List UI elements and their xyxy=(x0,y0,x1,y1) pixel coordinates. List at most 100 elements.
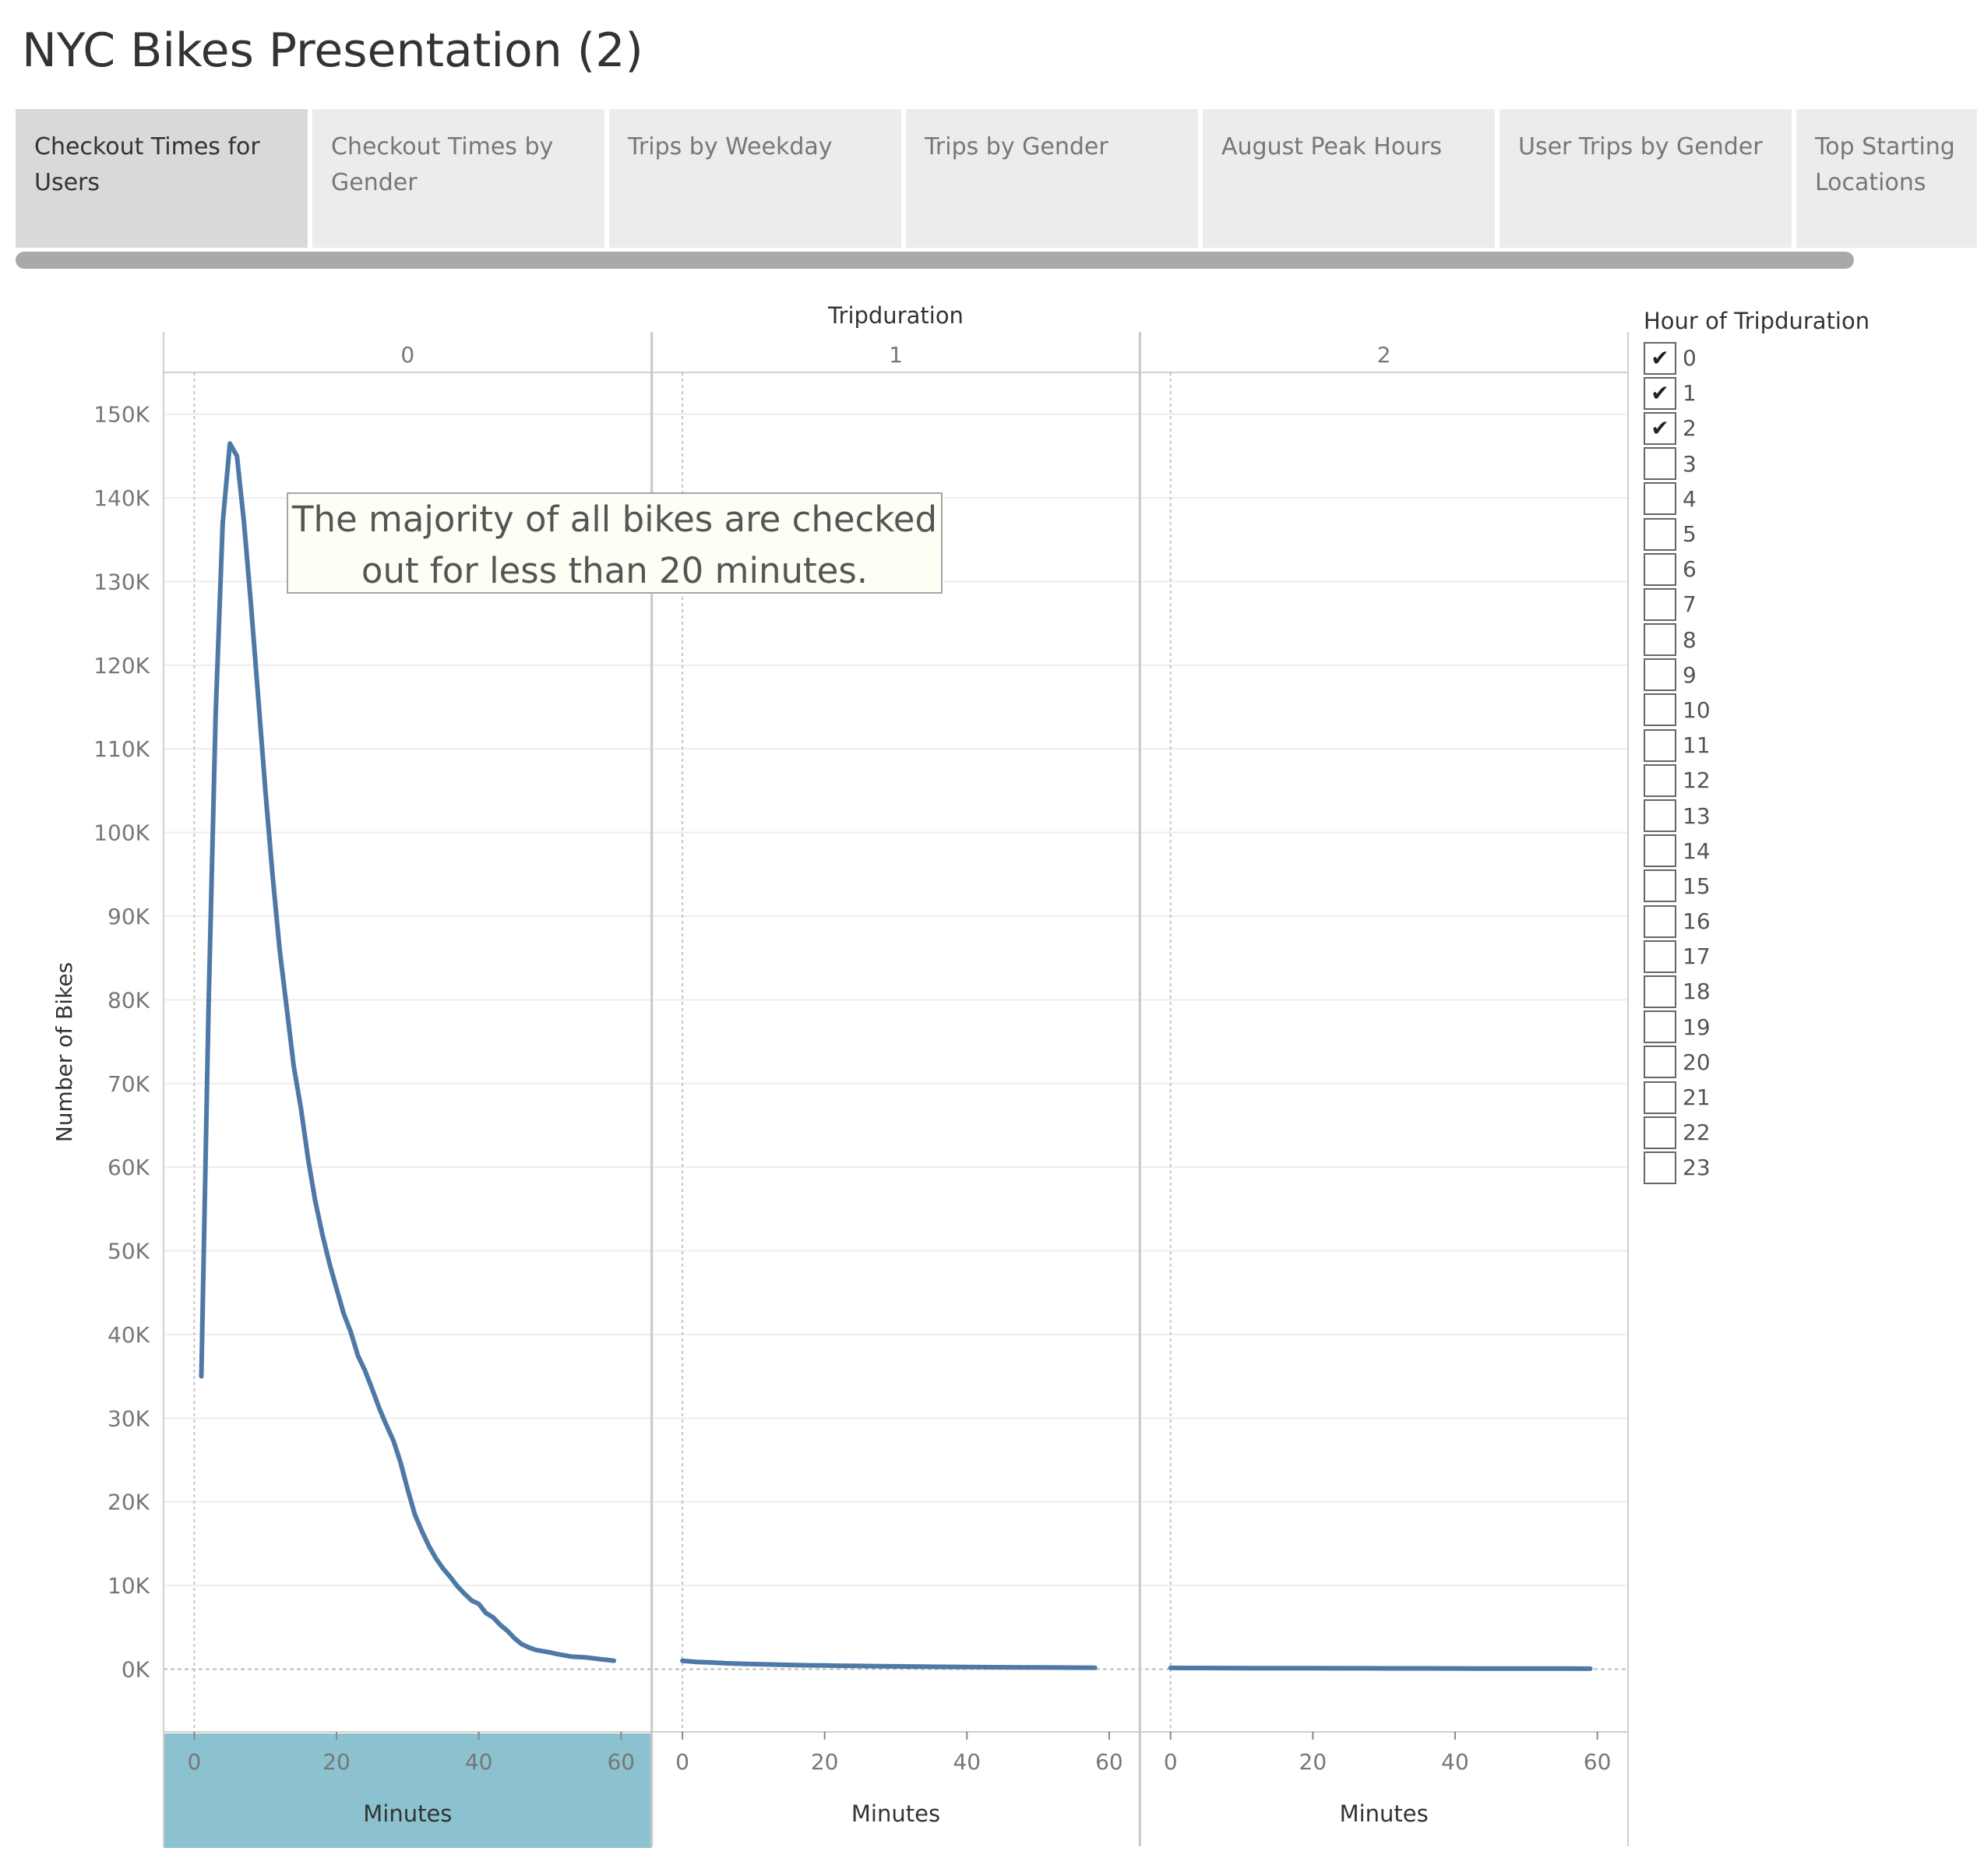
y-tick-label: 60K xyxy=(107,1155,150,1180)
column-header-title: Tripduration xyxy=(827,302,964,329)
y-tick-label: 70K xyxy=(107,1071,150,1097)
legend-item-hour-17[interactable]: 17 xyxy=(1644,939,1955,974)
legend-item-hour-23[interactable]: 23 xyxy=(1644,1150,1955,1185)
legend-item-label: 5 xyxy=(1683,521,1697,548)
legend-item-label: 18 xyxy=(1683,979,1711,1005)
y-tick-label: 80K xyxy=(107,987,150,1013)
y-tick-label: 30K xyxy=(107,1405,150,1431)
checkbox-unchecked-icon[interactable] xyxy=(1644,482,1676,516)
y-tick-label: 120K xyxy=(93,653,150,679)
legend-item-label: 9 xyxy=(1683,661,1697,688)
legend-item-label: 8 xyxy=(1683,626,1697,653)
x-tick-label: 60 xyxy=(1095,1749,1123,1775)
tab-trips-by-gender[interactable]: Trips by Gender xyxy=(906,109,1198,248)
series-line-hour-0 xyxy=(199,441,617,1663)
legend-item-hour-13[interactable]: 13 xyxy=(1644,798,1955,833)
checkbox-unchecked-icon[interactable] xyxy=(1644,763,1676,797)
checkbox-unchecked-icon[interactable] xyxy=(1644,447,1676,481)
checkbox-unchecked-icon[interactable] xyxy=(1644,869,1676,903)
legend-item-label: 15 xyxy=(1683,873,1711,899)
legend-item-label: 7 xyxy=(1683,591,1697,618)
y-tick-label: 140K xyxy=(93,485,150,511)
legend-item-hour-16[interactable]: 16 xyxy=(1644,904,1955,939)
tab-top-starting-locations[interactable]: Top Starting Locations xyxy=(1796,109,1977,248)
legend-item-hour-4[interactable]: 4 xyxy=(1644,481,1955,517)
legend-item-hour-11[interactable]: 11 xyxy=(1644,728,1955,763)
legend-item-hour-1[interactable]: ✔ 1 xyxy=(1644,376,1955,411)
series-line-hour-2 xyxy=(1168,1665,1593,1671)
legend-item-hour-6[interactable]: 6 xyxy=(1644,552,1955,587)
y-tick-label: 130K xyxy=(93,569,150,594)
checkbox-unchecked-icon[interactable] xyxy=(1644,975,1676,1008)
tab-trips-by-weekday[interactable]: Trips by Weekday xyxy=(609,109,901,248)
legend-item-hour-19[interactable]: 19 xyxy=(1644,1010,1955,1045)
legend-item-hour-18[interactable]: 18 xyxy=(1644,974,1955,1009)
legend-item-hour-8[interactable]: 8 xyxy=(1644,622,1955,658)
checkbox-unchecked-icon[interactable] xyxy=(1644,623,1676,657)
legend-item-label: 19 xyxy=(1683,1014,1711,1040)
checkbox-checked-icon[interactable]: ✔ xyxy=(1644,411,1676,445)
tab-user-trips-by-gender[interactable]: User Trips by Gender xyxy=(1499,109,1792,248)
checkbox-unchecked-icon[interactable] xyxy=(1644,1081,1676,1114)
checkbox-unchecked-icon[interactable] xyxy=(1644,552,1676,586)
legend-item-label: 16 xyxy=(1683,908,1711,935)
x-tick-label: 0 xyxy=(1164,1749,1178,1775)
chart-annotation: The majority of all bikes are checked ou… xyxy=(287,492,943,594)
legend-item-hour-0[interactable]: ✔ 0 xyxy=(1644,340,1955,376)
checkbox-checked-icon[interactable]: ✔ xyxy=(1644,376,1676,410)
y-tick-label: 100K xyxy=(93,820,150,846)
x-tick-label: 40 xyxy=(465,1749,493,1775)
legend-item-hour-12[interactable]: 12 xyxy=(1644,763,1955,798)
checkbox-unchecked-icon[interactable] xyxy=(1644,1151,1676,1184)
x-tick-label: 40 xyxy=(953,1749,981,1775)
tab-checkout-times-for-users[interactable]: Checkout Times for Users xyxy=(16,109,308,248)
panel-header-label: 1 xyxy=(889,342,903,368)
legend-item-hour-15[interactable]: 15 xyxy=(1644,869,1955,904)
legend-item-hour-3[interactable]: 3 xyxy=(1644,446,1955,481)
checkbox-unchecked-icon[interactable] xyxy=(1644,517,1676,551)
y-axis-title: Number of Bikes xyxy=(51,962,77,1142)
legend-item-label: 22 xyxy=(1683,1120,1711,1146)
checkbox-checked-icon[interactable]: ✔ xyxy=(1644,341,1676,375)
tab-august-peak-hours[interactable]: August Peak Hours xyxy=(1203,109,1495,248)
checkbox-unchecked-icon[interactable] xyxy=(1644,693,1676,727)
checkbox-unchecked-icon[interactable] xyxy=(1644,587,1676,621)
legend-item-hour-22[interactable]: 22 xyxy=(1644,1115,1955,1150)
checkbox-unchecked-icon[interactable] xyxy=(1644,799,1676,833)
y-tick-label: 50K xyxy=(107,1239,150,1264)
tabs-scrollbar[interactable] xyxy=(16,252,1854,269)
x-tick-label: 60 xyxy=(1584,1749,1612,1775)
panel-header-label: 2 xyxy=(1377,342,1391,368)
checkbox-unchecked-icon[interactable] xyxy=(1644,1010,1676,1044)
panel-header-label: 0 xyxy=(400,342,414,368)
legend-item-label: 13 xyxy=(1683,802,1711,829)
legend-item-label: 2 xyxy=(1683,415,1697,442)
checkbox-unchecked-icon[interactable] xyxy=(1644,1116,1676,1149)
legend-item-hour-21[interactable]: 21 xyxy=(1644,1080,1955,1115)
y-tick-label: 40K xyxy=(107,1322,150,1348)
legend-item-label: 10 xyxy=(1683,696,1711,723)
checkbox-unchecked-icon[interactable] xyxy=(1644,1046,1676,1079)
checkbox-unchecked-icon[interactable] xyxy=(1644,905,1676,938)
checkbox-unchecked-icon[interactable] xyxy=(1644,940,1676,973)
legend-item-hour-7[interactable]: 7 xyxy=(1644,587,1955,622)
checkbox-unchecked-icon[interactable] xyxy=(1644,658,1676,692)
checkbox-unchecked-icon[interactable] xyxy=(1644,728,1676,762)
legend-item-label: 23 xyxy=(1683,1155,1711,1181)
legend-item-label: 21 xyxy=(1683,1084,1711,1111)
legend-item-hour-5[interactable]: 5 xyxy=(1644,517,1955,552)
legend-item-hour-9[interactable]: 9 xyxy=(1644,658,1955,693)
x-axis-title: Minutes xyxy=(851,1800,940,1827)
x-tick-label: 20 xyxy=(322,1749,351,1775)
legend-item-hour-14[interactable]: 14 xyxy=(1644,834,1955,869)
y-tick-label: 110K xyxy=(93,736,150,762)
line-chart: Tripduration 0K 10K 20K 30K 40K 50K 60K 70K 80K 90… xyxy=(51,302,1629,1848)
legend-item-hour-20[interactable]: 20 xyxy=(1644,1045,1955,1080)
checkbox-unchecked-icon[interactable] xyxy=(1644,834,1676,868)
series-line-hour-1 xyxy=(680,1658,1098,1670)
legend-item-hour-10[interactable]: 10 xyxy=(1644,693,1955,728)
legend-item-hour-2[interactable]: ✔ 2 xyxy=(1644,411,1955,446)
tab-checkout-times-by-gender[interactable]: Checkout Times by Gender xyxy=(312,109,604,248)
x-tick-label: 0 xyxy=(187,1749,201,1775)
y-tick-label: 90K xyxy=(107,904,150,929)
